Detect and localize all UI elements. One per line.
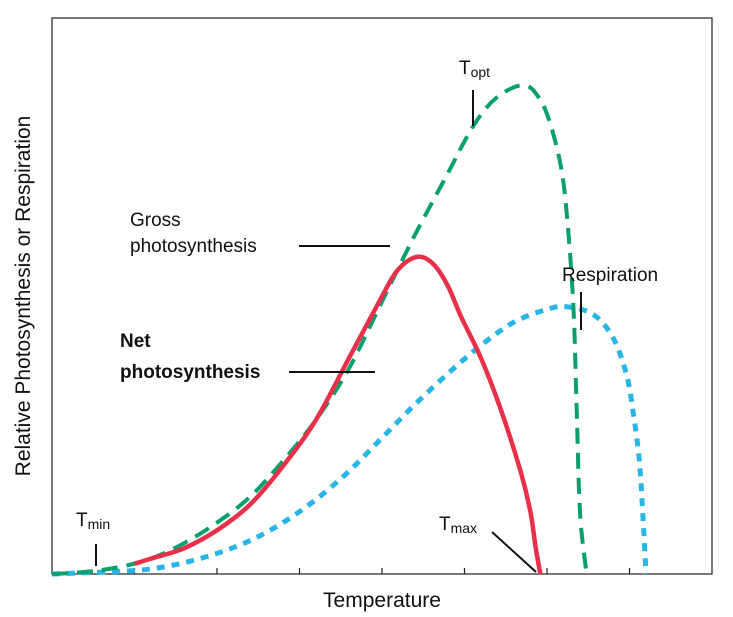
net-label-line1: Net	[120, 331, 151, 352]
gross-label-line1: Gross	[130, 210, 181, 231]
x-axis-label: Temperature	[323, 589, 441, 612]
curves	[51, 83, 649, 577]
gross-curve	[51, 83, 589, 576]
respiration-label: Respiration	[562, 265, 658, 286]
tmin-subscript: min	[88, 516, 111, 532]
topt-base: T	[459, 58, 471, 79]
tmin-label: Tmin	[76, 510, 110, 532]
tmin-base: T	[76, 510, 88, 531]
topt-label: Topt	[459, 58, 490, 80]
x-axis-ticks	[133, 568, 631, 574]
tmax-label: Tmax	[439, 514, 477, 536]
tmax-base: T	[439, 514, 451, 535]
net-curve	[133, 254, 543, 575]
respiration-curve	[51, 303, 649, 577]
tmax-leader-line	[491, 531, 537, 573]
tmax-subscript: max	[451, 520, 477, 536]
net-label-line2: photosynthesis	[120, 362, 260, 383]
y-axis-label: Relative Photosynthesis or Respiration	[12, 116, 35, 477]
gross-label-line2: photosynthesis	[130, 236, 257, 257]
topt-subscript: opt	[471, 64, 491, 80]
